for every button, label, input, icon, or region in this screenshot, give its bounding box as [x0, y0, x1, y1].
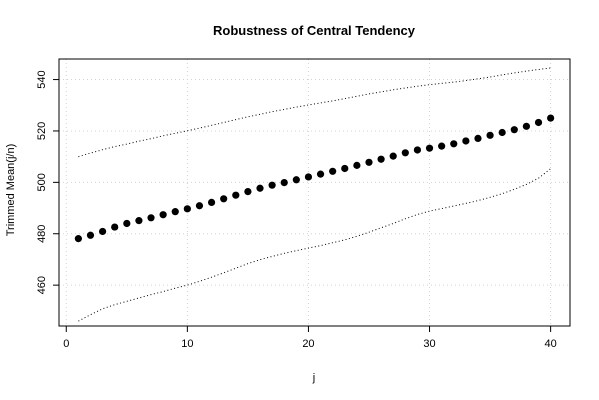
data-point: [183, 205, 191, 213]
data-point: [123, 219, 131, 228]
data-point: [316, 170, 325, 178]
data-point: [292, 176, 300, 184]
data-point: [171, 208, 179, 216]
data-point: [353, 161, 361, 169]
data-point: [450, 140, 458, 148]
y-tick-label: 520: [36, 122, 48, 140]
y-tick-label: 540: [36, 70, 48, 88]
data-point: [304, 173, 313, 181]
band-line: [78, 168, 551, 322]
x-tick-label: 20: [302, 338, 314, 350]
y-tick-label: 500: [36, 173, 48, 191]
data-point: [425, 144, 434, 152]
chart-title: Robustness of Central Tendency: [213, 23, 416, 38]
data-point: [486, 131, 494, 139]
y-axis: 460 480 500 520 540: [36, 70, 59, 294]
data-point: [401, 149, 409, 157]
data-point: [534, 118, 543, 127]
data-point: [98, 227, 107, 236]
data-point: [498, 128, 506, 137]
x-tick-label: 10: [181, 338, 193, 350]
data-point: [147, 214, 155, 222]
y-tick-label: 480: [36, 225, 48, 243]
data-point: [256, 184, 264, 192]
data-point: [207, 198, 216, 206]
data-point: [377, 155, 385, 163]
data-point: [86, 231, 95, 239]
data-point: [159, 211, 167, 219]
x-tick-label: 40: [545, 338, 557, 350]
y-axis-label: Trimmed Mean(j/n): [5, 144, 17, 237]
band-line: [78, 67, 551, 158]
data-point: [111, 223, 119, 231]
data-point: [462, 137, 470, 145]
data-point: [547, 114, 555, 122]
y-tick-label: 460: [36, 276, 48, 294]
data-point: [135, 217, 143, 225]
plot-frame: [58, 58, 571, 327]
data-point: [74, 235, 82, 243]
data-point: [220, 195, 228, 203]
band-lines: [78, 67, 551, 322]
data-point: [438, 142, 446, 150]
data-point: [268, 181, 276, 189]
data-point: [365, 158, 373, 166]
data-point: [280, 179, 288, 187]
data-points: [74, 114, 555, 243]
x-axis-label: j: [312, 372, 315, 384]
data-point: [510, 126, 518, 134]
x-tick-label: 30: [423, 338, 435, 350]
data-point: [474, 134, 482, 143]
data-point: [195, 202, 204, 210]
x-axis: 0 10 20 30 40: [63, 326, 557, 350]
data-point: [329, 167, 337, 175]
x-tick-label: 0: [63, 338, 69, 350]
data-point: [522, 122, 531, 130]
data-point: [389, 152, 397, 160]
grid-lines: [59, 59, 570, 326]
data-point: [244, 188, 252, 196]
data-point: [413, 146, 422, 154]
data-point: [341, 164, 349, 173]
data-point: [232, 191, 240, 199]
